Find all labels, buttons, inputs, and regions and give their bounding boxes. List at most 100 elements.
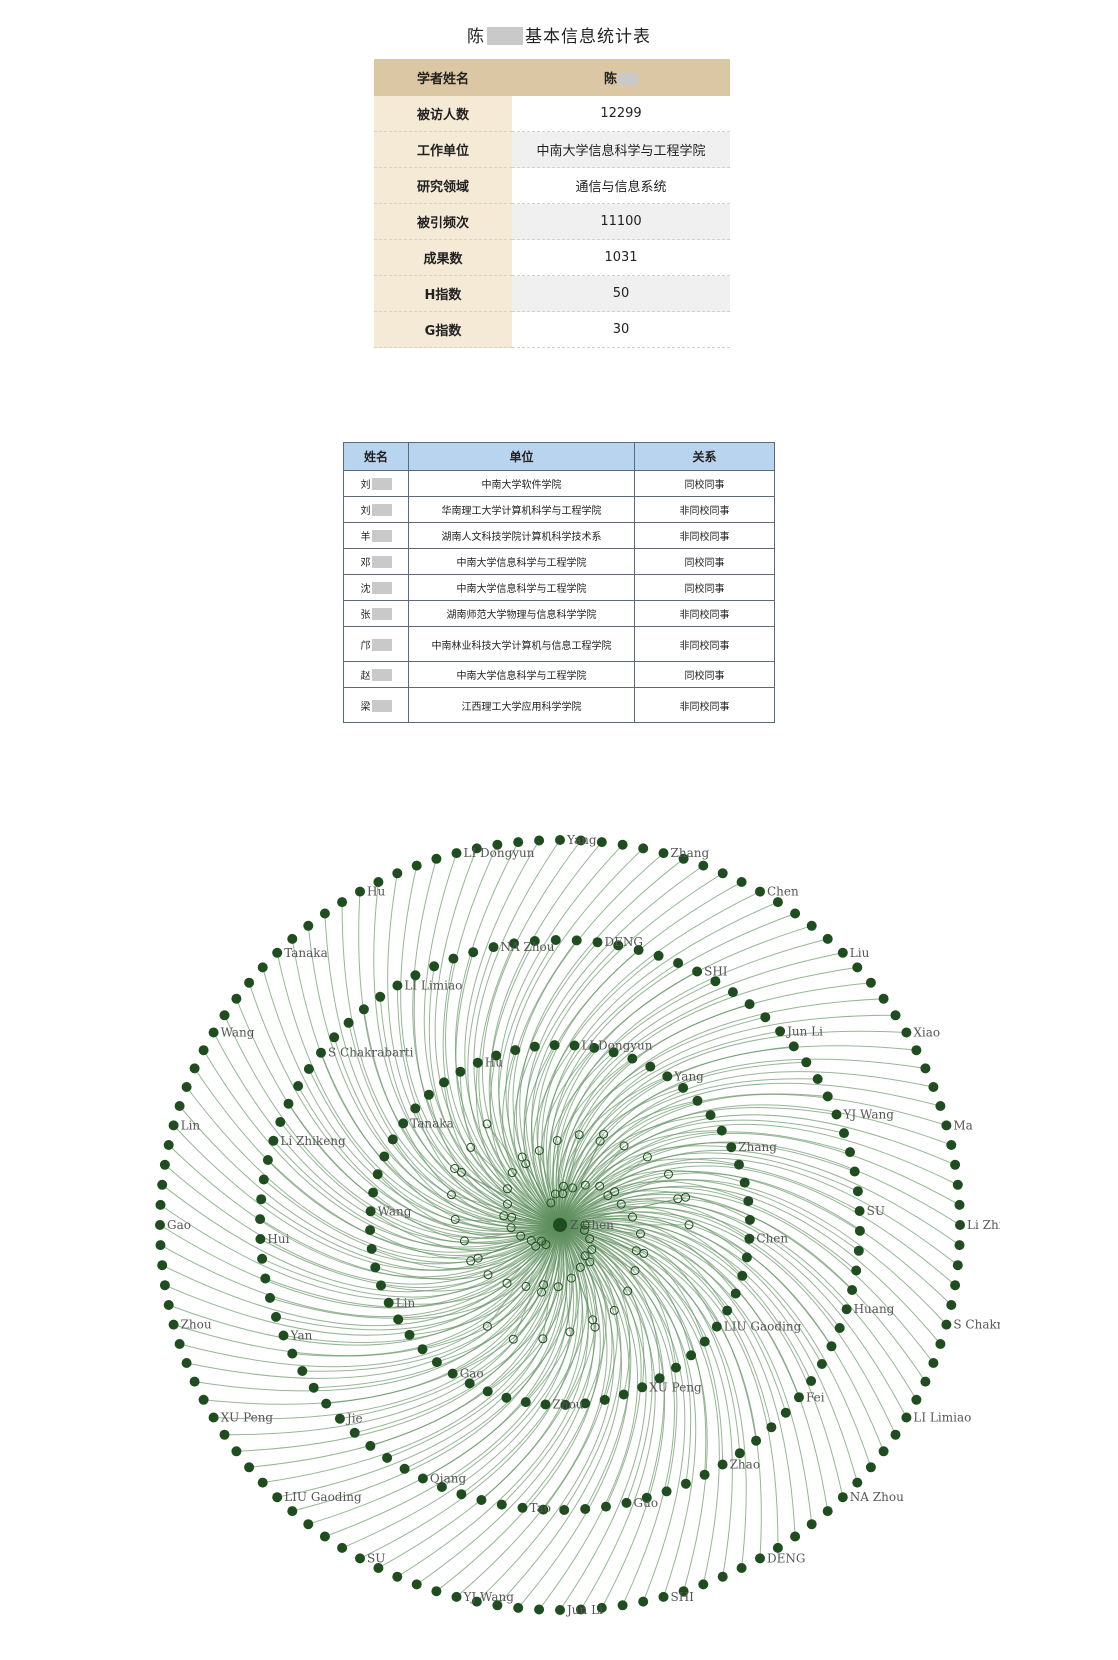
network-node xyxy=(853,1245,864,1256)
network-node xyxy=(928,1082,939,1092)
network-node xyxy=(208,1412,219,1423)
col-header-name: 姓名 xyxy=(343,442,409,471)
coauthor-table: 姓名 单位 关系 刘中南大学软件学院 同校同事 刘华南理工大学计算机科学与工程学院… xyxy=(343,442,775,723)
network-node xyxy=(794,1392,804,1403)
network-edge xyxy=(559,1224,741,1454)
coauthor-relation: 非同校同事 xyxy=(634,600,775,627)
network-edge xyxy=(559,1186,857,1271)
network-node xyxy=(319,1531,330,1542)
network-node xyxy=(596,1602,607,1613)
node-label: Li Zhikeng xyxy=(280,1134,346,1148)
node-label: Wang xyxy=(378,1204,412,1218)
network-node xyxy=(772,1542,783,1553)
network-edge xyxy=(370,1224,562,1447)
node-label: LI Limiao xyxy=(404,979,462,993)
coauthor-network-graph: Li Zhikeng S Chakrabarti LI Limiao NA Zhou D… xyxy=(155,833,1000,1617)
network-edge xyxy=(161,1224,561,1327)
info-row: 被引频次 11100 xyxy=(374,203,730,240)
network-edge xyxy=(487,1224,561,1276)
network-edge xyxy=(369,1224,561,1260)
network-node xyxy=(684,1220,694,1230)
network-node xyxy=(822,933,833,944)
network-edge xyxy=(559,1224,747,1569)
network-edge xyxy=(540,1047,595,1226)
network-edge xyxy=(416,1224,595,1585)
coauthor-relation: 非同校同事 xyxy=(634,687,775,723)
network-node xyxy=(365,1225,376,1236)
coauthor-unit: 华南理工大学计算机科学与工程学院 xyxy=(408,496,635,523)
network-node xyxy=(878,993,889,1004)
network-node xyxy=(431,1586,442,1597)
network-node xyxy=(692,1095,703,1106)
network-edge xyxy=(559,1141,961,1226)
network-node xyxy=(822,1091,833,1102)
network-edge xyxy=(260,1198,561,1271)
network-edge xyxy=(559,1185,601,1226)
network-edge xyxy=(506,1224,574,1399)
table-row: 羊湖南人文科技学院计算机科学技术系 非同校同事 xyxy=(343,522,775,549)
network-edge xyxy=(559,1180,749,1226)
network-node xyxy=(382,1452,393,1463)
network-node xyxy=(852,1477,863,1488)
network-edge xyxy=(377,1173,561,1238)
network-edge xyxy=(461,1171,561,1226)
network-edge xyxy=(497,1224,622,1606)
network-node xyxy=(287,933,298,944)
network-edge xyxy=(559,1224,697,1598)
network-node xyxy=(751,1435,762,1446)
table-row: 刘华南理工大学计算机科学与工程学院 非同校同事 xyxy=(343,496,775,523)
network-edge xyxy=(409,1224,561,1336)
network-node xyxy=(555,1605,565,1615)
network-node xyxy=(450,1164,460,1173)
network-node xyxy=(375,991,386,1002)
network-edge xyxy=(501,1224,597,1505)
network-node xyxy=(275,1117,286,1127)
network-node xyxy=(653,950,664,961)
network-edge xyxy=(559,1082,941,1226)
node-label: Li Zhikeng xyxy=(967,1218,1000,1232)
network-node xyxy=(954,1199,965,1210)
node-label: Hu xyxy=(367,885,385,899)
network-edge xyxy=(179,1105,561,1265)
node-label: Guo xyxy=(634,1496,659,1510)
network-node xyxy=(580,1398,591,1409)
node-label: SU xyxy=(367,1551,385,1565)
network-edge xyxy=(452,1224,562,1375)
redacted-name-block xyxy=(371,530,392,542)
coauthor-name: 刘 xyxy=(343,470,409,497)
network-node xyxy=(911,1394,922,1405)
network-node xyxy=(398,1118,409,1129)
node-label: SU xyxy=(867,1204,885,1218)
network-node xyxy=(155,1240,166,1251)
network-node xyxy=(365,1206,376,1217)
network-node xyxy=(455,1066,466,1077)
coauthor-relation: 同校同事 xyxy=(634,661,775,688)
network-edge xyxy=(552,1058,633,1226)
network-edge xyxy=(559,1058,926,1226)
network-edge xyxy=(559,1224,618,1401)
network-node xyxy=(717,868,728,879)
network-node xyxy=(255,1234,266,1244)
network-edge xyxy=(441,1224,577,1488)
network-node xyxy=(555,835,565,845)
network-node xyxy=(552,1136,562,1145)
network-edge xyxy=(559,1123,959,1226)
network-node xyxy=(772,897,783,908)
network-node xyxy=(553,1282,563,1292)
network-node xyxy=(617,1600,628,1611)
network-node xyxy=(565,1327,575,1337)
network-edge xyxy=(400,865,561,1226)
network-node xyxy=(376,1280,386,1291)
network-node xyxy=(839,1128,849,1139)
network-node xyxy=(368,1187,379,1198)
network-edge xyxy=(559,1145,732,1226)
network-edge xyxy=(507,1203,561,1226)
network-node xyxy=(366,1243,377,1254)
network-node xyxy=(258,1174,269,1185)
network-edge xyxy=(559,1179,860,1252)
network-node xyxy=(256,1194,267,1205)
network-node xyxy=(268,1135,279,1146)
network-node xyxy=(628,1212,637,1222)
info-row: 研究领域 通信与信息系统 xyxy=(374,167,730,204)
network-node xyxy=(271,1311,281,1322)
